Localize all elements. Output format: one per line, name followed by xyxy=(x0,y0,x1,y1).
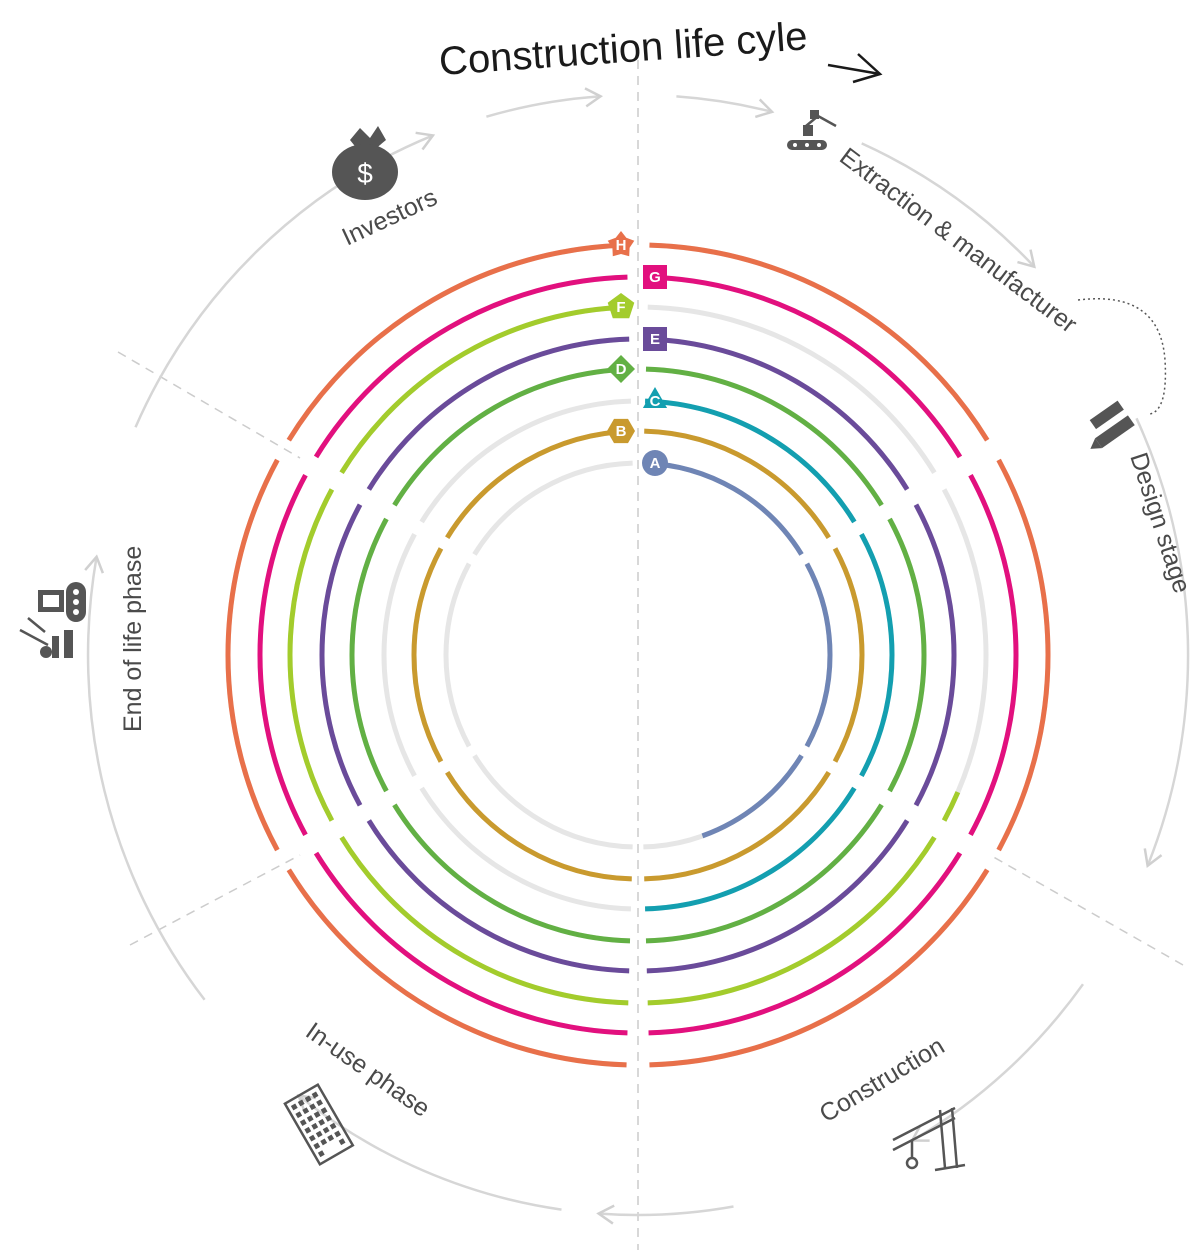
ring-marker-label-e: E xyxy=(650,331,660,348)
ruler-pencil-icon xyxy=(1077,401,1135,454)
ring-track-g xyxy=(649,277,960,457)
cycle-arrow xyxy=(676,96,771,111)
stage-label-construction: Construction xyxy=(815,1032,950,1128)
title-arrow-icon xyxy=(828,54,880,82)
stage-label-extraction: Extraction & manufacturer xyxy=(834,142,1082,338)
ring-arc-b xyxy=(835,548,862,761)
ring-track-b xyxy=(447,431,632,538)
ring-marker-label-a: A xyxy=(650,455,661,472)
ring-arc-h xyxy=(228,460,277,850)
stage-label-in-use: In-use phase xyxy=(301,1017,435,1123)
stage-design: Design stage xyxy=(1077,401,1193,597)
money-bag-icon: $ xyxy=(332,126,398,200)
diagram-title: Construction life cyle xyxy=(438,14,809,84)
ring-arc-b xyxy=(414,548,441,761)
ring-marker-h: H xyxy=(608,231,635,256)
ring-marker-a: A xyxy=(642,450,668,476)
ring-marker-e: E xyxy=(643,327,667,351)
ring-arc-g xyxy=(316,853,627,1033)
stage-label-end-of-life: End of life phase xyxy=(119,546,147,732)
ring-arc-b xyxy=(644,431,829,538)
ring-marker-label-f: F xyxy=(616,299,625,316)
ring-arc-d xyxy=(352,519,386,791)
ring-track-b xyxy=(644,431,829,538)
title-group: Construction life cyle xyxy=(438,14,880,84)
ring-arc-g xyxy=(316,277,627,457)
section-dividers xyxy=(118,60,1183,1250)
stage-extraction: Extraction & manufacturer xyxy=(787,110,1165,414)
ring-arc-g xyxy=(260,475,305,835)
ring-arc-d xyxy=(890,519,924,791)
ring-arc-b xyxy=(447,772,632,879)
ring-track-g xyxy=(649,853,960,1033)
cycle-arrow xyxy=(600,1207,734,1215)
ring-marker-label-d: D xyxy=(616,361,627,378)
ring-arc-g xyxy=(649,277,960,457)
ring-marker-d: D xyxy=(607,355,635,383)
ring-track-f xyxy=(944,489,986,820)
stage-label-design: Design stage xyxy=(1124,449,1193,596)
ring-arc-h xyxy=(999,460,1048,850)
ring-track-g xyxy=(316,853,627,1033)
demolition-machinery-icon xyxy=(20,582,86,658)
ring-track-b xyxy=(644,772,829,879)
conveyor-robot-icon xyxy=(787,110,836,150)
ring-arc-g xyxy=(649,853,960,1033)
dollar-sign: $ xyxy=(357,158,373,189)
dotted-connector xyxy=(1078,299,1165,414)
ring-marker-b: B xyxy=(607,419,635,443)
stage-in-use: In-use phase xyxy=(285,1017,435,1164)
ring-marker-label-c: C xyxy=(650,393,661,410)
cycle-arrow xyxy=(486,96,599,116)
ring-marker-label-b: B xyxy=(616,423,627,440)
ring-marker-f: F xyxy=(608,293,635,318)
ring-track-g xyxy=(316,277,627,457)
ring-marker-label-g: G xyxy=(649,269,661,286)
ring-arc-f xyxy=(290,489,332,820)
ring-marker-c: C xyxy=(643,387,667,410)
ring-arc-a xyxy=(807,564,830,747)
ring-marker-label-h: H xyxy=(616,237,627,254)
stage-investors: $ Investors xyxy=(332,126,441,251)
ring-arc-c xyxy=(861,534,892,776)
ring-track-a xyxy=(446,564,469,747)
building-icon xyxy=(285,1085,353,1165)
ring-track-b xyxy=(447,772,632,879)
ring-track-c xyxy=(384,534,415,776)
ring-arc-b xyxy=(447,431,632,538)
ring-arc-g xyxy=(971,475,1016,835)
stage-end-of-life: End of life phase xyxy=(20,546,147,732)
ring-arc-b xyxy=(644,772,829,879)
crane-icon xyxy=(893,1108,965,1170)
ring-marker-g: G xyxy=(643,265,667,289)
ring-arc-f xyxy=(944,792,958,820)
stage-construction: Construction xyxy=(815,1032,965,1170)
